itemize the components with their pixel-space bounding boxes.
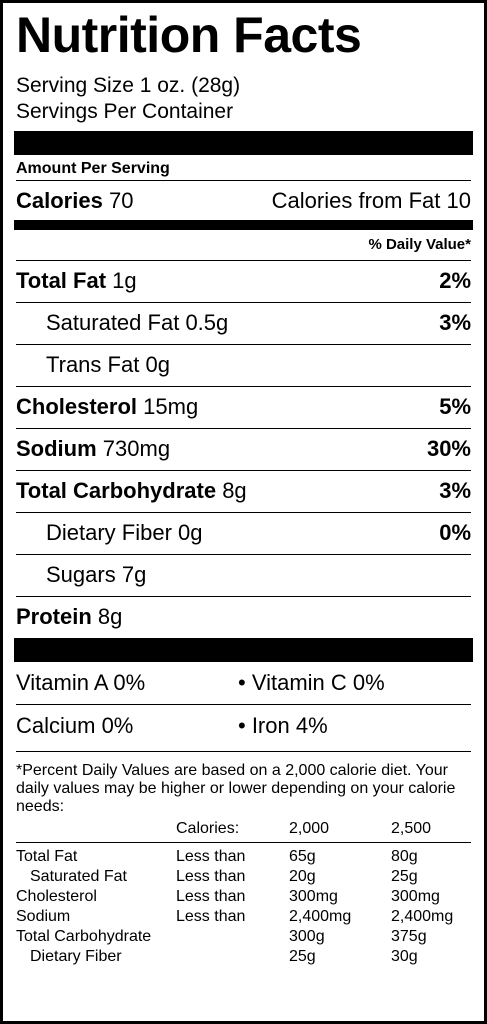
thick-divider bbox=[14, 131, 473, 155]
footer-row: Cholesterol Less than 300mg 300mg bbox=[16, 887, 471, 907]
footer-row-name: Sodium bbox=[16, 908, 71, 925]
nutrient-name: Sodium bbox=[16, 436, 97, 461]
footer-row: Saturated Fat Less than 20g 25g bbox=[16, 867, 471, 887]
nutrient-amount: 8g bbox=[222, 478, 247, 503]
calories-row: Calories 70 Calories from Fat 10 bbox=[16, 180, 471, 220]
calories-from-fat-cell: Calories from Fat 10 bbox=[272, 181, 471, 221]
footer-row-value-2000: 20g bbox=[289, 868, 316, 885]
nutrient-row-saturated-fat: Saturated Fat 0.5g 3% bbox=[16, 302, 471, 344]
nutrient-name: Protein bbox=[16, 604, 92, 629]
daily-value-header: % Daily Value* bbox=[368, 236, 471, 253]
nutrient-row-protein: Protein 8g bbox=[16, 596, 471, 638]
nutrient-name: Total Carbohydrate bbox=[16, 478, 217, 503]
footer-row: Dietary Fiber 25g 30g bbox=[16, 947, 471, 967]
footer-calories-row: Calories: 2,000 2,500 bbox=[16, 819, 471, 843]
footer-row-name: Total Carbohydrate bbox=[16, 928, 152, 945]
nutrient-name: Total Fat bbox=[16, 268, 107, 293]
nutrient-row-sodium: Sodium 730mg 30% bbox=[16, 428, 471, 470]
nutrient-row-dietary-fiber: Dietary Fiber 0g 0% bbox=[16, 512, 471, 554]
footer-row: Total Fat Less than 65g 80g bbox=[16, 847, 471, 867]
label-title: Nutrition Facts bbox=[16, 7, 362, 63]
nutrient-dv: 0% bbox=[439, 520, 471, 545]
nutrient-name: Trans Fat bbox=[46, 352, 140, 377]
amount-per-serving: Amount Per Serving bbox=[16, 160, 170, 177]
calories-from-fat-value: 10 bbox=[446, 188, 471, 213]
footer-row-qualifier: Less than bbox=[176, 848, 246, 865]
nutrient-row-total-fat: Total Fat 1g 2% bbox=[16, 260, 471, 302]
nutrient-amount: 1g bbox=[112, 268, 137, 293]
vitamin-c: • Vitamin C 0% bbox=[238, 670, 385, 695]
nutrient-amount: 15mg bbox=[143, 394, 199, 419]
nutrient-name: Dietary Fiber bbox=[46, 520, 172, 545]
footer-row-qualifier: Less than bbox=[176, 888, 246, 905]
footer-row-value-2500: 300mg bbox=[391, 888, 440, 905]
nutrient-amount: 0g bbox=[178, 520, 203, 545]
nutrient-amount: 0.5g bbox=[185, 310, 229, 335]
nutrient-amount: 730mg bbox=[102, 436, 171, 461]
footer-row-name: Cholesterol bbox=[16, 888, 97, 905]
daily-value-table: Calories: 2,000 2,500 Total Fat Less tha… bbox=[16, 819, 471, 967]
calories-from-fat-label: Calories from Fat bbox=[271, 188, 441, 213]
footer-row-value-2500: 2,400mg bbox=[391, 908, 454, 925]
nutrient-row-trans-fat: Trans Fat 0g bbox=[16, 344, 471, 386]
nutrient-name: Saturated Fat bbox=[46, 310, 180, 335]
daily-value-footnote: *Percent Daily Values are based on a 2,0… bbox=[16, 751, 471, 816]
nutrient-dv: 3% bbox=[439, 310, 471, 335]
serving-size: Serving Size 1 oz. (28g) bbox=[16, 74, 241, 97]
nutrient-row-sugars: Sugars 7g bbox=[16, 554, 471, 596]
calcium: Calcium 0% bbox=[16, 713, 134, 738]
footer-row-value-2500: 80g bbox=[391, 848, 418, 865]
nutrient-dv: 2% bbox=[439, 268, 471, 293]
iron: • Iron 4% bbox=[238, 713, 328, 738]
medium-divider bbox=[14, 220, 473, 230]
footer-row-value-2000: 25g bbox=[289, 948, 316, 965]
footer-row-qualifier: Less than bbox=[176, 908, 246, 925]
footer-row-value-2500: 25g bbox=[391, 868, 418, 885]
calories-cell: Calories 70 bbox=[16, 181, 133, 221]
vitamin-row: Vitamin A 0% • Vitamin C 0% bbox=[16, 662, 471, 704]
footer-row-value-2000: 65g bbox=[289, 848, 316, 865]
nutrient-name: Cholesterol bbox=[16, 394, 138, 419]
nutrient-name: Sugars bbox=[46, 562, 116, 587]
thick-divider bbox=[14, 638, 473, 662]
footer-col-2500: 2,500 bbox=[391, 820, 432, 837]
footer-row-value-2000: 300g bbox=[289, 928, 325, 945]
footer-row-value-2000: 300mg bbox=[289, 888, 338, 905]
calories-value: 70 bbox=[108, 188, 134, 213]
footer-row: Total Carbohydrate 300g 375g bbox=[16, 927, 471, 947]
nutrient-amount: 8g bbox=[97, 604, 123, 629]
footer-row-name: Saturated Fat bbox=[30, 868, 127, 885]
servings-per-container: Servings Per Container bbox=[16, 100, 234, 123]
vitamin-a: Vitamin A 0% bbox=[16, 670, 146, 695]
footer-row-name: Dietary Fiber bbox=[30, 948, 122, 965]
footer-row: Sodium Less than 2,400mg 2,400mg bbox=[16, 907, 471, 927]
nutrient-dv: 5% bbox=[439, 394, 471, 419]
footer-row-qualifier: Less than bbox=[176, 868, 246, 885]
vitamin-row: Calcium 0% • Iron 4% bbox=[16, 704, 471, 747]
footer-col-2000: 2,000 bbox=[289, 820, 330, 837]
nutrient-row-cholesterol: Cholesterol 15mg 5% bbox=[16, 386, 471, 428]
nutrient-dv: 30% bbox=[426, 436, 471, 461]
nutrient-row-total-carbohydrate: Total Carbohydrate 8g 3% bbox=[16, 470, 471, 512]
footer-row-value-2500: 375g bbox=[391, 928, 427, 945]
footer-row-name: Total Fat bbox=[16, 848, 78, 865]
footer-row-value-2500: 30g bbox=[391, 948, 418, 965]
nutrient-amount: 0g bbox=[145, 352, 170, 377]
nutrient-amount: 7g bbox=[121, 562, 147, 587]
footer-calories-label: Calories: bbox=[176, 820, 240, 837]
footer-row-value-2000: 2,400mg bbox=[289, 908, 352, 925]
nutrient-dv: 3% bbox=[439, 478, 471, 503]
calories-label: Calories bbox=[16, 188, 103, 213]
